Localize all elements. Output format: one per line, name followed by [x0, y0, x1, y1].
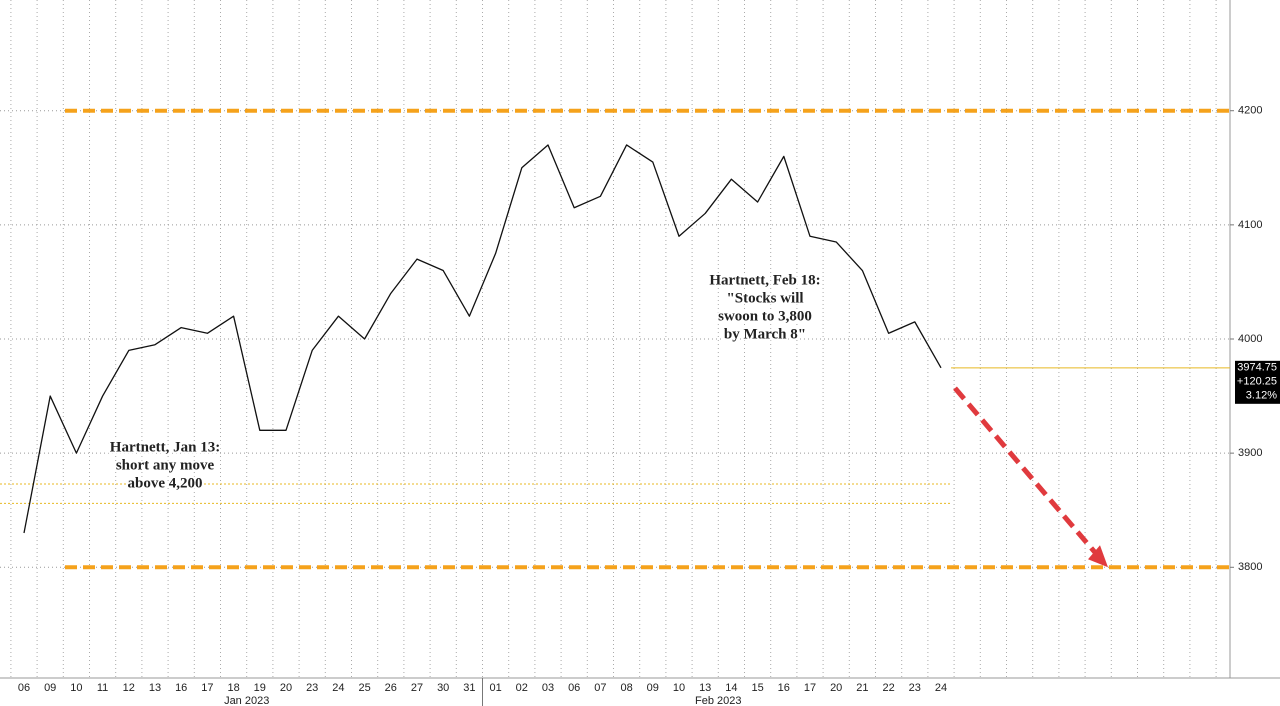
y-tick-label: 4200	[1238, 105, 1262, 117]
x-tick-label: 09	[44, 682, 56, 694]
line	[23, 144, 942, 534]
x-tick-label: 19	[254, 682, 266, 694]
x-tick-label: 02	[516, 682, 528, 694]
arrow-head	[1088, 545, 1108, 568]
annotation-text: above 4,200	[128, 475, 203, 491]
x-tick-label: 16	[175, 682, 187, 694]
x-tick-label: 22	[882, 682, 894, 694]
x-tick-label: 21	[856, 682, 868, 694]
x-tick-label: 23	[909, 682, 921, 694]
x-tick-label: 10	[673, 682, 685, 694]
x-tick-label: 26	[385, 682, 397, 694]
y-tick-label: 3800	[1238, 561, 1262, 573]
annotation-text: short any move	[116, 457, 215, 473]
x-tick-label: 13	[699, 682, 711, 694]
x-tick-label: 24	[935, 682, 947, 694]
x-tick-label: 17	[804, 682, 816, 694]
x-tick-label: 30	[437, 682, 449, 694]
x-tick-label: 01	[489, 682, 501, 694]
annotation-text: Hartnett, Jan 13:	[110, 439, 220, 455]
x-tick-label: 23	[306, 682, 318, 694]
x-tick-label: 12	[123, 682, 135, 694]
x-tick-label: 03	[542, 682, 554, 694]
forecast-arrow	[953, 386, 1102, 560]
x-tick-label: 10	[70, 682, 82, 694]
x-group-label: Feb 2023	[695, 695, 741, 706]
last-value-label: 3974.75	[1237, 362, 1277, 374]
x-tick-label: 16	[778, 682, 790, 694]
annotation-text: Hartnett, Feb 18:	[709, 272, 820, 288]
x-tick-label: 08	[620, 682, 632, 694]
y-tick-label: 3900	[1238, 447, 1262, 459]
x-tick-label: 18	[227, 682, 239, 694]
x-tick-label: 15	[751, 682, 763, 694]
x-tick-label: 20	[830, 682, 842, 694]
x-tick-label: 20	[280, 682, 292, 694]
last-value-box	[1235, 360, 1280, 404]
x-tick-label: 06	[568, 682, 580, 694]
x-tick-label: 31	[463, 682, 475, 694]
x-tick-label: 24	[332, 682, 344, 694]
x-tick-label: 09	[647, 682, 659, 694]
annotation-text: swoon to 3,800	[718, 308, 812, 324]
last-value-label: 3.12%	[1246, 390, 1277, 402]
x-tick-label: 11	[97, 682, 108, 694]
x-tick-label: 17	[201, 682, 213, 694]
x-tick-label: 13	[149, 682, 161, 694]
y-tick-label: 4100	[1238, 219, 1262, 231]
annotation-text: by March 8"	[724, 326, 806, 342]
x-group-label: Jan 2023	[224, 695, 269, 706]
x-tick-label: 25	[358, 682, 370, 694]
x-tick-label: 06	[18, 682, 30, 694]
x-tick-label: 27	[411, 682, 423, 694]
last-value-label: +120.25	[1237, 376, 1277, 388]
x-tick-label: 07	[594, 682, 606, 694]
y-tick-label: 4000	[1238, 333, 1262, 345]
x-tick-label: 14	[725, 682, 737, 694]
annotation-text: "Stocks will	[726, 290, 803, 306]
